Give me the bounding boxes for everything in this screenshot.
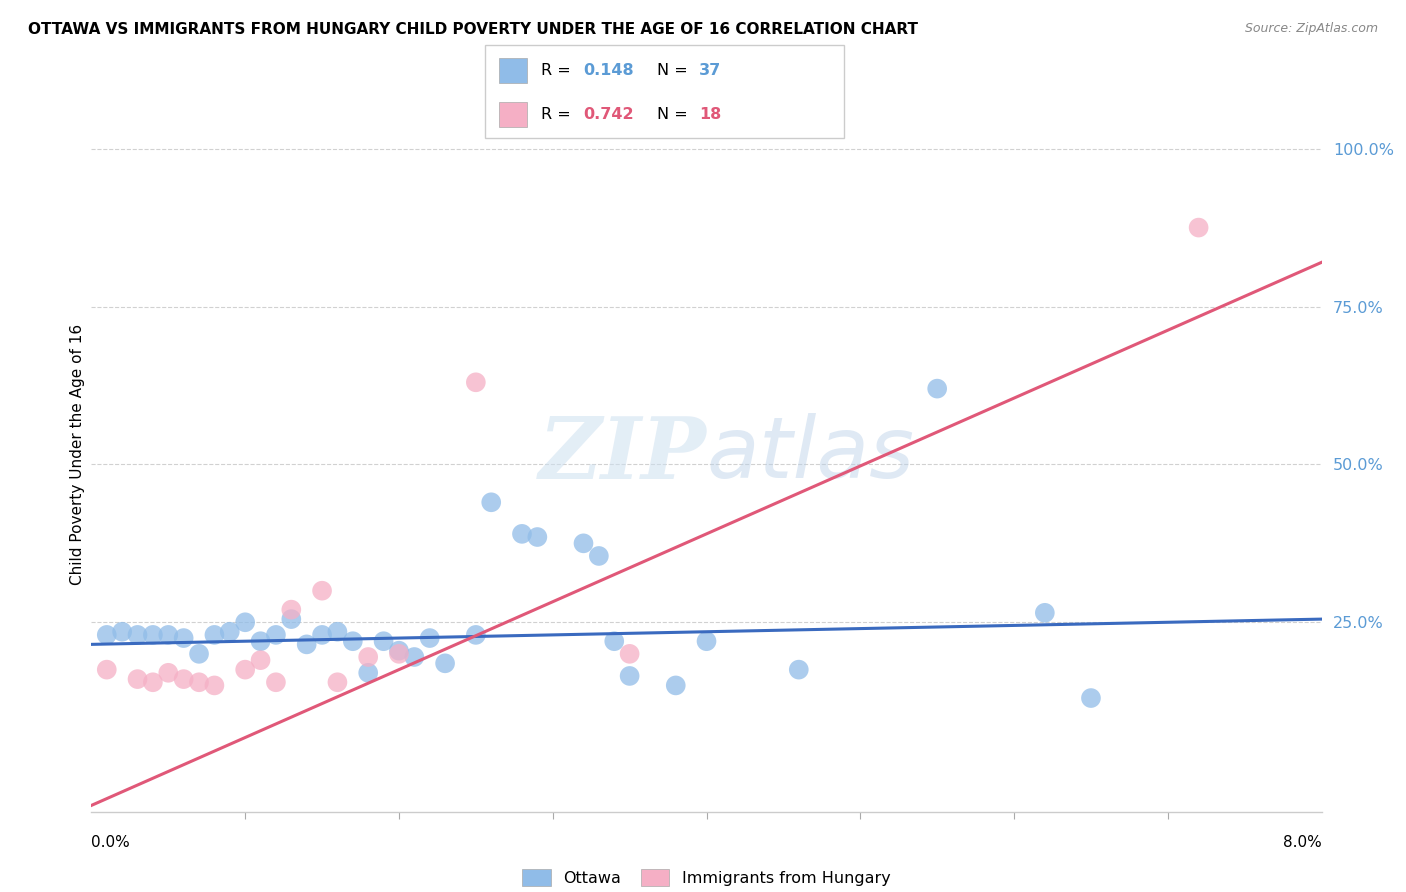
Text: Source: ZipAtlas.com: Source: ZipAtlas.com <box>1244 22 1378 36</box>
Text: ZIP: ZIP <box>538 413 706 497</box>
Point <box>419 631 441 645</box>
Point <box>173 631 195 645</box>
Point <box>464 376 486 390</box>
Text: atlas: atlas <box>706 413 914 497</box>
Point <box>665 678 688 692</box>
Point <box>264 675 287 690</box>
Point <box>233 615 256 630</box>
Point <box>280 602 302 616</box>
Point <box>373 634 395 648</box>
Point <box>588 549 610 563</box>
Text: 8.0%: 8.0% <box>1282 836 1322 850</box>
Point <box>464 628 486 642</box>
Point <box>326 675 349 690</box>
Point <box>1080 691 1102 706</box>
Y-axis label: Child Poverty Under the Age of 16: Child Poverty Under the Age of 16 <box>70 325 84 585</box>
Point <box>173 672 195 686</box>
Point <box>96 663 118 677</box>
Text: N =: N = <box>657 107 693 122</box>
Point <box>127 672 149 686</box>
Point <box>311 628 333 642</box>
Point <box>142 628 165 642</box>
Point <box>127 628 149 642</box>
Point <box>357 650 380 665</box>
Point <box>202 628 225 642</box>
Point <box>388 647 411 661</box>
Point <box>157 665 180 680</box>
Point <box>111 624 134 639</box>
Text: 0.148: 0.148 <box>583 63 634 78</box>
Point <box>249 634 271 648</box>
Legend: Ottawa, Immigrants from Hungary: Ottawa, Immigrants from Hungary <box>522 869 891 886</box>
Point <box>404 650 426 665</box>
Point <box>357 665 380 680</box>
Point <box>218 624 240 639</box>
Text: R =: R = <box>541 107 576 122</box>
Point <box>188 675 211 690</box>
Point <box>280 612 302 626</box>
Point <box>202 678 225 692</box>
Point <box>526 530 548 544</box>
Point <box>479 495 502 509</box>
Point <box>264 628 287 642</box>
Point <box>188 647 211 661</box>
Point <box>572 536 595 550</box>
Text: 0.742: 0.742 <box>583 107 634 122</box>
Point <box>96 628 118 642</box>
Text: R =: R = <box>541 63 576 78</box>
Point <box>787 663 810 677</box>
Text: 0.0%: 0.0% <box>91 836 131 850</box>
Point <box>927 382 949 396</box>
Point <box>157 628 180 642</box>
Point <box>434 657 457 671</box>
Point <box>295 637 318 651</box>
Point <box>1033 606 1056 620</box>
Point <box>342 634 364 648</box>
Point <box>311 583 333 598</box>
Point <box>142 675 165 690</box>
Point <box>695 634 717 648</box>
Point <box>388 643 411 657</box>
Point <box>249 653 271 667</box>
Text: 37: 37 <box>699 63 721 78</box>
Point <box>233 663 256 677</box>
Point <box>603 634 626 648</box>
Text: N =: N = <box>657 63 693 78</box>
Point <box>619 647 641 661</box>
Text: 18: 18 <box>699 107 721 122</box>
Text: OTTAWA VS IMMIGRANTS FROM HUNGARY CHILD POVERTY UNDER THE AGE OF 16 CORRELATION : OTTAWA VS IMMIGRANTS FROM HUNGARY CHILD … <box>28 22 918 37</box>
Point <box>326 624 349 639</box>
Point <box>1187 220 1209 235</box>
Point <box>619 669 641 683</box>
Point <box>510 526 533 541</box>
